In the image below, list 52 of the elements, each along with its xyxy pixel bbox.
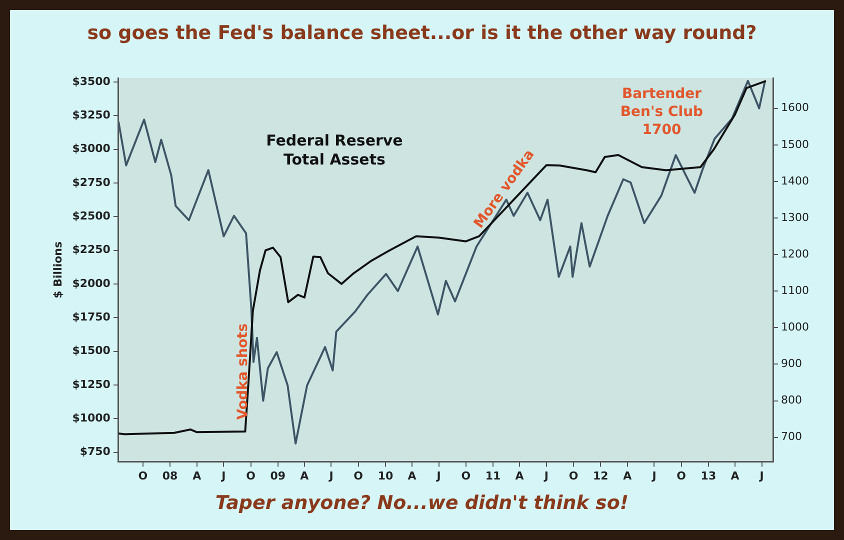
y-tick-label: $2250 <box>72 243 111 256</box>
text: Federal Reserve Total Assets <box>266 131 403 168</box>
x-tick-label: J <box>651 469 656 482</box>
x-tick-label: O <box>354 469 364 482</box>
x-tick-label: A <box>515 469 524 482</box>
y2-tick-label: 700 <box>781 430 802 444</box>
x-tick-label: O <box>676 469 686 482</box>
annotation: Vodka shots <box>234 323 251 420</box>
y-tick-label: $1250 <box>72 378 111 391</box>
y-tick-label: $2500 <box>72 210 111 223</box>
x-tick-label: J <box>328 469 334 482</box>
y2-tick-label: 800 <box>781 394 802 407</box>
x-tick-label: A <box>192 469 202 482</box>
y-tick-label: $1000 <box>72 412 111 425</box>
x-tick-label: 08 <box>162 469 178 482</box>
x-tick-label: O <box>568 469 578 482</box>
y2-tick-label: 1400 <box>781 174 810 188</box>
y-tick-label: $2750 <box>72 176 111 189</box>
y-axis-title: $ Billions <box>51 241 64 298</box>
y-tick-label: $1750 <box>72 310 111 324</box>
x-tick-label: A <box>408 469 417 482</box>
x-tick-label: 11 <box>485 469 501 482</box>
x-tick-label: A <box>623 469 632 482</box>
annotation: Bartender Ben's Club 1700 <box>620 86 704 138</box>
x-tick-label: J <box>543 469 548 482</box>
chart-title: so goes the Fed's balance sheet...or is it the other way round? <box>86 22 758 44</box>
y2-tick-label: 1500 <box>781 138 810 151</box>
y-tick-label: $3500 <box>72 74 111 88</box>
x-tick-label: O <box>246 469 256 482</box>
x-tick-label: J <box>220 469 226 482</box>
x-tick-label: 12 <box>592 469 608 482</box>
y2-tick-label: 900 <box>781 357 802 370</box>
x-tick-label: J <box>758 469 764 482</box>
y2-tick-label: 1600 <box>781 101 810 114</box>
y2-tick-label: 1300 <box>781 210 810 224</box>
y-tick-label: $750 <box>80 445 111 458</box>
x-tick-label: 09 <box>270 469 286 482</box>
x-tick-label: J <box>436 469 441 482</box>
y-tick-label: $3000 <box>72 142 111 156</box>
x-tick-label: O <box>138 469 148 482</box>
x-tick-label: 10 <box>378 469 394 482</box>
y2-tick-label: 1200 <box>781 247 810 260</box>
y-tick-label: $2000 <box>72 276 111 290</box>
y-tick-label: $1500 <box>72 344 111 358</box>
y2-tick-label: 1100 <box>781 284 810 297</box>
text: Taper anyone? No...we didn't think so! <box>214 492 630 514</box>
x-tick-label: A <box>300 469 310 482</box>
x-tick-label: A <box>730 469 740 482</box>
x-tick-label: O <box>461 469 471 482</box>
y2-tick-label: 1000 <box>781 320 810 334</box>
y-tick-label: $3250 <box>72 108 111 122</box>
x-tick-label: 13 <box>700 469 716 482</box>
